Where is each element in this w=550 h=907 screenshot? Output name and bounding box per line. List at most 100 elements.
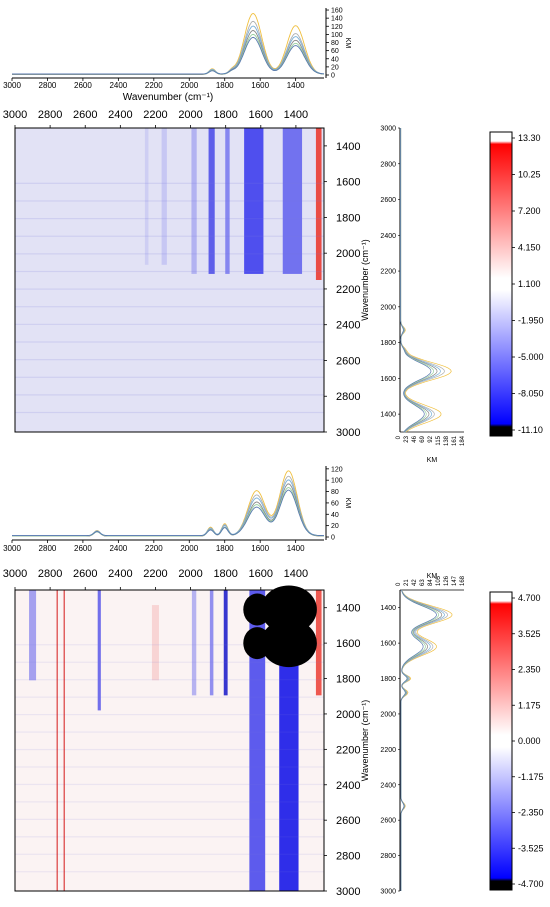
side-spectrum-y-tick-label: 3000	[380, 889, 396, 896]
side-spectrum-y-tick-label: 2600	[380, 818, 396, 825]
side-spectrum-x-tick-label: 138	[444, 435, 450, 446]
heatmap-stripe	[15, 253, 324, 255]
heatmap-peak-blob	[260, 619, 317, 668]
heatmap-stripe	[15, 270, 324, 273]
heatmap-x-tick-label: 2400	[108, 109, 132, 121]
heatmap-background	[15, 128, 324, 432]
heatmap-stripe	[15, 394, 324, 396]
side-spectrum	[398, 127, 464, 433]
heatmap-x-tick-label: 2200	[143, 109, 167, 121]
top-spectrum-y-tick-label: 20	[331, 523, 339, 530]
side-spectrum-y-tick-label: 2600	[380, 197, 396, 204]
heatmap-band	[315, 590, 322, 696]
top-spectrum-x-tick-label: 1600	[251, 544, 269, 553]
colorbar-tick-label: 3.525	[518, 629, 541, 639]
top-spectrum-x-tick-label: 2600	[74, 81, 92, 90]
top-spectrum-x-tick-label: 2200	[145, 544, 163, 553]
heatmap-stripe	[15, 288, 324, 290]
heatmap-stripe	[15, 306, 324, 308]
side-spectrum-y-tick-label: 2200	[380, 269, 396, 276]
top-spectrum-y-label: KM	[344, 38, 351, 49]
panel-1	[11, 8, 515, 437]
heatmap-x-tick-label: 1400	[284, 568, 308, 580]
top-spectrum-y-tick-label: 60	[331, 48, 339, 55]
heatmap-x-tick-label: 3000	[3, 109, 27, 121]
heatmap-stripe	[15, 661, 324, 663]
colorbar-tick-label: -4.700	[518, 879, 544, 889]
side-spectrum-y-label: Wavenumber (cm⁻¹)	[360, 239, 370, 320]
side-spectrum-y-tick-label: 2800	[380, 853, 396, 860]
side-spectrum-x-tick-label: 184	[460, 435, 466, 446]
heatmap-stripe	[15, 235, 324, 237]
side-spectrum-series-2	[400, 128, 445, 433]
heatmap-band	[29, 590, 37, 681]
colorbar-tick-label: 4.150	[518, 243, 541, 253]
side-spectrum-y-tick-label: 2000	[380, 304, 396, 311]
top-spectrum-y-tick-label: 40	[331, 56, 339, 63]
top-spectrum-series-3	[12, 479, 324, 537]
top-spectrum-series-4	[12, 483, 324, 537]
side-spectrum-y-tick-label: 2400	[380, 233, 396, 240]
side-spectrum-y-tick-label: 3000	[380, 126, 396, 133]
heatmap-peak-blob	[260, 585, 317, 634]
heatmap-stripe	[15, 200, 324, 202]
heatmap-x-tick-label: 2800	[38, 109, 62, 121]
side-spectrum-x-tick-label: 115	[436, 435, 442, 445]
heatmap-y-tick-label: 2400	[336, 320, 360, 332]
top-spectrum-series-6	[12, 489, 324, 537]
side-spectrum-series-6	[400, 128, 432, 433]
heatmap-stripe	[15, 644, 324, 646]
top-spectrum-y-tick-label: 120	[331, 466, 343, 473]
heatmap-y-tick-label: 2400	[336, 780, 360, 792]
panel-2	[11, 466, 515, 892]
side-spectrum-x-tick-label: 69	[420, 435, 426, 442]
side-spectrum-x-tick-label: 92	[428, 435, 434, 442]
side-spectrum-series-4	[400, 128, 438, 433]
colorbar-tick-label: -11.10	[518, 425, 543, 435]
heatmap-band	[151, 605, 159, 681]
heatmap-stripe	[15, 714, 324, 716]
heatmap-band	[315, 128, 322, 280]
top-spectrum-series-1	[12, 470, 324, 537]
heatmap-y-tick-label: 2000	[336, 248, 360, 260]
heatmap-band	[208, 128, 215, 274]
top-spectrum-y-tick-label: 60	[331, 500, 339, 507]
top-spectrum-y-tick-label: 80	[331, 40, 339, 47]
side-spectrum-series-2	[400, 589, 448, 891]
heatmap-band	[244, 128, 264, 274]
top-spectrum-series-6	[12, 36, 324, 75]
heatmap-stripe	[15, 853, 324, 855]
top-spectrum-x-tick-label: 1600	[251, 81, 269, 90]
top-spectrum-series-2	[12, 20, 325, 75]
heatmap-band	[97, 590, 101, 711]
heatmap-stripe	[15, 766, 324, 768]
colorbar-tick-label: 1.175	[518, 700, 541, 710]
side-spectrum-series-3	[400, 589, 445, 891]
colorbar-tick-label: -1.950	[518, 316, 544, 326]
top-spectrum-x-tick-label: 1800	[216, 544, 234, 553]
side-spectrum-x-tick-label: 23	[404, 435, 410, 442]
colorbar-gradient	[489, 591, 513, 891]
heatmap-y-tick-label: 2600	[336, 355, 360, 367]
heatmap-stripe	[15, 801, 324, 803]
heatmap-band	[249, 590, 266, 891]
top-spectrum-y-label: KM	[344, 498, 351, 509]
heatmap-stripe	[15, 871, 324, 873]
top-spectrum-y-tick-label: 20	[331, 64, 339, 71]
heatmap-x-tick-label: 2600	[73, 109, 97, 121]
heatmap-stripe	[15, 217, 324, 220]
heatmap-y-tick-label: 1600	[336, 177, 360, 189]
colorbar-gradient	[489, 131, 513, 437]
heatmap-y-tick-label: 2800	[336, 851, 360, 863]
heatmap-band	[144, 128, 149, 265]
side-spectrum-series-1	[400, 589, 453, 891]
heatmap-band	[225, 128, 230, 274]
top-spectrum-series-3	[12, 25, 325, 75]
top-spectrum-x-tick-label: 3000	[3, 544, 21, 553]
heatmap-x-tick-label: 2800	[38, 568, 62, 580]
side-spectrum-x-tick-label: 168	[460, 575, 466, 586]
colorbar-tick-label: 13.30	[518, 133, 541, 143]
heatmap-y-tick-label: 3000	[336, 886, 360, 898]
top-spectrum-y-tick-label: 120	[331, 24, 343, 31]
side-spectrum-x-label: KM	[427, 457, 438, 464]
